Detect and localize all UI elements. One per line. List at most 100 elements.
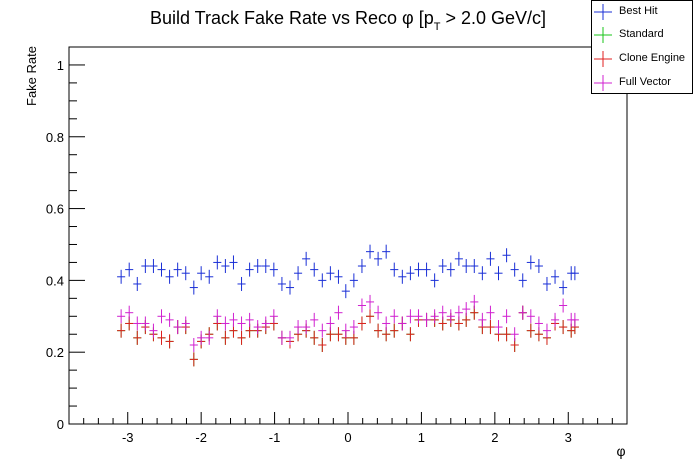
series-full-vector <box>117 294 579 353</box>
axes: -3 -2 -1 0 1 2 3 0 0.2 0.4 0.6 0.8 1 <box>46 58 628 445</box>
data-point <box>294 266 303 281</box>
data-point <box>205 269 214 284</box>
legend-item-full-vector: Full Vector <box>592 72 692 94</box>
data-point <box>261 259 270 274</box>
data-point <box>277 276 286 291</box>
data-point <box>462 302 471 317</box>
data-point <box>117 323 126 338</box>
data-point <box>406 266 415 281</box>
data-point <box>365 244 375 259</box>
data-point <box>133 276 142 291</box>
legend-label: Best Hit <box>619 5 658 17</box>
data-point <box>357 259 366 274</box>
data-point <box>326 316 335 331</box>
series-clone-engine <box>117 305 579 367</box>
x-tick-label: -2 <box>195 430 207 445</box>
x-tick-label: 0 <box>344 430 351 445</box>
data-point <box>318 323 327 338</box>
chart-title: Build Track Fake Rate vs Reco φ [pT > 2.… <box>150 8 546 33</box>
data-point <box>551 269 560 284</box>
series-standard <box>117 305 579 367</box>
data-point <box>570 312 579 327</box>
data-point <box>173 320 182 335</box>
x-tick-label: -1 <box>269 430 281 445</box>
data-point <box>285 280 295 295</box>
data-point <box>197 330 206 345</box>
data-point <box>398 269 407 284</box>
data-point <box>365 294 375 309</box>
data-point <box>486 320 495 335</box>
legend-label: Standard <box>619 28 664 40</box>
data-point <box>181 266 190 281</box>
data-point <box>502 309 511 324</box>
data-point <box>349 320 358 335</box>
legend: Best Hit Standard Clone Engine Full Vect… <box>591 0 693 94</box>
data-point <box>357 298 366 313</box>
data-marks <box>117 244 579 367</box>
data-point <box>430 309 439 324</box>
data-point <box>165 269 174 284</box>
data-point <box>237 276 246 291</box>
data-point <box>570 266 579 281</box>
data-point <box>165 334 174 349</box>
data-point <box>133 316 142 331</box>
data-point <box>221 330 230 345</box>
y-tick-label: 0.2 <box>46 345 64 360</box>
data-point <box>446 262 455 277</box>
data-point <box>398 316 407 331</box>
data-point <box>213 309 222 324</box>
data-point <box>534 316 543 331</box>
data-point <box>310 312 319 327</box>
y-tick-label: 0.6 <box>46 202 64 217</box>
data-point <box>518 273 527 288</box>
data-point <box>181 316 190 331</box>
x-tick-label: 1 <box>418 430 425 445</box>
data-point <box>422 262 431 277</box>
data-point <box>141 259 150 274</box>
legend-swatch-clone-engine <box>594 51 612 67</box>
data-point <box>478 266 487 281</box>
data-point <box>534 259 543 274</box>
data-point <box>310 262 319 277</box>
data-point <box>221 316 230 331</box>
data-point <box>157 309 166 324</box>
data-point <box>157 330 166 345</box>
y-tick-label: 0.4 <box>46 273 64 288</box>
data-point <box>189 338 198 353</box>
data-point <box>494 266 503 281</box>
data-point <box>269 309 278 324</box>
data-point <box>526 309 535 324</box>
data-point <box>326 266 335 281</box>
data-point <box>221 259 230 274</box>
data-point <box>117 269 126 284</box>
data-point <box>446 309 455 324</box>
data-point <box>229 312 238 327</box>
data-point <box>382 244 391 259</box>
data-point <box>318 273 327 288</box>
data-point <box>237 316 246 331</box>
data-point <box>454 305 463 320</box>
data-point <box>173 262 182 277</box>
data-point <box>422 312 431 327</box>
data-point <box>269 262 278 277</box>
data-point <box>334 327 343 342</box>
data-point <box>390 262 399 277</box>
data-point <box>374 305 383 320</box>
data-point <box>205 330 214 345</box>
data-point <box>518 305 527 320</box>
data-point <box>478 312 487 327</box>
data-point <box>454 251 463 266</box>
data-point <box>125 262 134 277</box>
data-point <box>253 259 262 274</box>
data-point <box>542 276 552 291</box>
data-point <box>229 255 238 270</box>
data-point <box>245 312 254 327</box>
data-point <box>365 309 375 324</box>
legend-label: Clone Engine <box>619 52 686 64</box>
series-best-hit <box>117 244 579 299</box>
data-point <box>510 262 519 277</box>
plot-frame <box>68 46 628 425</box>
data-point <box>237 330 246 345</box>
data-point <box>406 309 415 324</box>
y-tick-label: 0 <box>57 417 64 432</box>
